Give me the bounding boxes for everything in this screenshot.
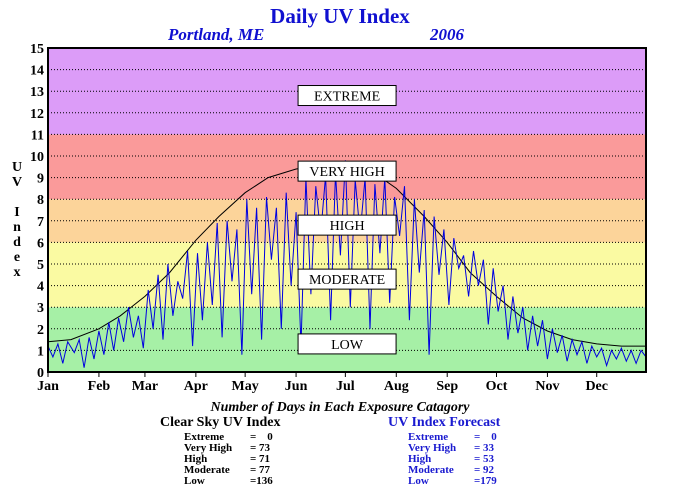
- stat-name: Low: [408, 475, 429, 487]
- stat-name: Very High: [408, 442, 457, 454]
- stat-value: = 0: [250, 431, 273, 443]
- y-tick-label: 7: [37, 215, 44, 230]
- stat-name: High: [184, 453, 208, 465]
- y-axis-label-char: U: [11, 160, 23, 175]
- y-tick-label: 2: [37, 323, 44, 338]
- y-axis-label-char: x: [13, 265, 21, 280]
- x-tick-label: Apr: [184, 379, 208, 394]
- clear-sky-stats: Clear Sky UV Index Extreme = 0 Very High =…: [160, 414, 290, 487]
- y-tick-label: 13: [30, 85, 44, 100]
- summary-caption: Number of Days in Each Exposure Catagory: [210, 400, 470, 415]
- stat-name: Very High: [184, 442, 233, 454]
- stat-name: High: [408, 453, 432, 465]
- band-label-box-very-high: [297, 160, 397, 182]
- clear-sky-row-low: Low =136: [184, 476, 290, 487]
- band-label-box-extreme: [297, 85, 397, 107]
- stat-name: Extreme: [184, 431, 225, 443]
- band-label-box-high: [297, 214, 397, 236]
- stat-name: Extreme: [408, 431, 449, 443]
- y-axis-label-char: n: [13, 220, 21, 235]
- forecast-stats: UV Index Forecast Extreme = 0 Very High = …: [388, 414, 514, 487]
- stat-value: = 92: [474, 464, 495, 476]
- chart-title: Daily UV Index: [270, 4, 410, 28]
- y-tick-label: 11: [31, 128, 44, 143]
- y-tick-label: 10: [30, 150, 44, 165]
- clear-sky-row-high: High = 71: [184, 454, 290, 465]
- y-tick-label: 0: [37, 366, 44, 381]
- y-tick-label: 12: [30, 107, 44, 122]
- y-tick-label: 4: [37, 280, 44, 295]
- y-tick-label: 14: [30, 64, 44, 79]
- clear-sky-row-extreme: Extreme = 0: [184, 432, 290, 443]
- stat-value: = 77: [250, 464, 271, 476]
- x-tick-label: Mar: [132, 379, 158, 394]
- stat-value: = 53: [474, 453, 495, 465]
- stat-name: Moderate: [408, 464, 454, 476]
- year-label: 2006: [430, 25, 464, 44]
- forecast-row-high: High = 53: [408, 454, 514, 465]
- y-tick-label: 5: [37, 258, 44, 273]
- clear-sky-heading: Clear Sky UV Index: [160, 415, 281, 430]
- band-label-high: HIGH: [330, 219, 365, 234]
- stat-name: Moderate: [184, 464, 230, 476]
- y-tick-label: 15: [30, 42, 44, 57]
- band-label-moderate: MODERATE: [309, 273, 385, 288]
- y-axis-label-char: d: [13, 235, 21, 250]
- forecast-row-moderate: Moderate = 92: [408, 465, 514, 476]
- stat-value: =179: [474, 475, 497, 487]
- band-label-extreme: EXTREME: [314, 90, 380, 105]
- y-axis-label-char: e: [13, 250, 21, 265]
- y-tick-label: 8: [37, 193, 44, 208]
- x-tick-label: Jan: [37, 379, 59, 394]
- forecast-row-low: Low =179: [408, 476, 514, 487]
- y-tick-label: 6: [37, 236, 44, 251]
- y-axis-label-char: V: [11, 175, 23, 190]
- x-tick-label: May: [232, 379, 259, 394]
- location-label: Portland, ME: [168, 25, 265, 44]
- x-tick-label: Sep: [436, 379, 458, 394]
- stat-value: = 73: [250, 442, 271, 454]
- y-tick-label: 3: [37, 301, 44, 316]
- stat-value: = 0: [474, 431, 497, 443]
- x-tick-label: Jul: [336, 379, 355, 394]
- band-label-low: LOW: [331, 338, 364, 353]
- forecast-heading: UV Index Forecast: [388, 415, 501, 430]
- x-tick-label: Feb: [88, 379, 111, 394]
- x-tick-label: Oct: [486, 379, 508, 394]
- band-label-very-high: VERY HIGH: [309, 165, 384, 180]
- y-tick-label: 9: [37, 172, 44, 187]
- band-label-box-low: [297, 333, 397, 355]
- clear-sky-row-moderate: Moderate = 77: [184, 465, 290, 476]
- band-label-box-moderate: [297, 268, 397, 290]
- x-tick-label: Jun: [285, 379, 308, 394]
- stat-name: Low: [184, 475, 205, 487]
- x-tick-label: Dec: [585, 379, 608, 394]
- stat-value: = 71: [250, 453, 271, 465]
- forecast-row-extreme: Extreme = 0: [408, 432, 514, 443]
- forecast-row-very-high: Very High = 33: [408, 443, 514, 454]
- plot-frame: [47, 47, 647, 373]
- y-tick-label: 1: [37, 344, 44, 359]
- x-tick-label: Nov: [535, 379, 559, 394]
- stat-value: = 33: [474, 442, 495, 454]
- stat-value: =136: [250, 475, 273, 487]
- clear-sky-row-very-high: Very High = 73: [184, 443, 290, 454]
- x-tick-label: Aug: [384, 379, 409, 394]
- y-axis-label-char: I: [14, 205, 20, 220]
